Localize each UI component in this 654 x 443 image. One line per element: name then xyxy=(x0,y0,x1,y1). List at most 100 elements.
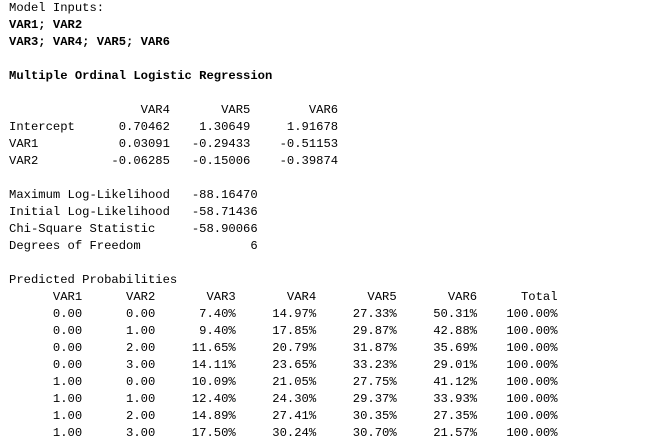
predicted-value: 100.00% xyxy=(477,392,558,406)
predicted-column-header: VAR6 xyxy=(396,290,478,304)
predicted-value: 14.11% xyxy=(155,358,236,372)
predicted-value: 29.37% xyxy=(316,392,397,406)
predicted-row: 0.00 1.00 9.40% 17.85% 29.87% 42.88% 100… xyxy=(9,323,558,340)
predicted-value: 3.00 xyxy=(82,358,156,372)
predicted-value: 33.23% xyxy=(316,358,397,372)
predicted-value: 0.00 xyxy=(82,307,156,321)
predicted-column-header: VAR3 xyxy=(155,290,236,304)
predicted-column-header: VAR4 xyxy=(235,290,317,304)
model-inputs-label: Model Inputs: xyxy=(9,1,105,15)
predicted-value: 9.40% xyxy=(155,324,236,338)
spacer xyxy=(9,170,558,187)
predicted-value: 0.00 xyxy=(9,307,83,321)
predicted-value: 100.00% xyxy=(477,341,558,355)
predicted-row: 1.00 3.00 17.50% 30.24% 30.70% 21.57% 10… xyxy=(9,425,558,442)
statistic-value: -88.16470 xyxy=(184,188,258,202)
statistic-value: -58.90066 xyxy=(184,222,258,236)
coef-value: -0.06285 xyxy=(96,154,170,168)
predicted-value: 100.00% xyxy=(477,358,558,372)
predicted-value: 1.00 xyxy=(9,375,83,389)
coef-row-label: Intercept xyxy=(9,120,97,134)
predicted-value: 14.89% xyxy=(155,409,236,423)
predicted-value: 0.00 xyxy=(9,358,83,372)
coef-value: 0.70462 xyxy=(96,120,170,134)
predicted-value: 27.33% xyxy=(316,307,397,321)
model-inputs-line-2: VAR3; VAR4; VAR5; VAR6 xyxy=(9,35,170,49)
predicted-value: 1.00 xyxy=(9,409,83,423)
spacer xyxy=(9,255,558,272)
header-spacer xyxy=(9,103,97,117)
statistic-value: -58.71436 xyxy=(184,205,258,219)
statistic-row: Degrees of Freedom 6 xyxy=(9,238,558,255)
predicted-value: 21.05% xyxy=(235,375,317,389)
statistic-row: Maximum Log-Likelihood -88.16470 xyxy=(9,187,558,204)
output-pane: Model Inputs: VAR1; VAR2 VAR3; VAR4; VAR5;… xyxy=(9,0,558,442)
predicted-row: 1.00 2.00 14.89% 27.41% 30.35% 27.35% 10… xyxy=(9,408,558,425)
coef-value: 0.03091 xyxy=(96,137,170,151)
predicted-value: 2.00 xyxy=(82,409,156,423)
predicted-value: 31.87% xyxy=(316,341,397,355)
predicted-value: 7.40% xyxy=(155,307,236,321)
coef-value: -0.51153 xyxy=(250,137,339,151)
predicted-value: 1.00 xyxy=(82,392,156,406)
coefficients-header: VAR4 VAR5 VAR6 xyxy=(9,102,558,119)
coefficients-rows: Intercept 0.70462 1.30649 1.91678 VAR1 0.… xyxy=(9,119,558,170)
predicted-row: 0.00 0.00 7.40% 14.97% 27.33% 50.31% 100… xyxy=(9,306,558,323)
predicted-value: 100.00% xyxy=(477,375,558,389)
model-inputs-line-1: VAR1; VAR2 xyxy=(9,18,83,32)
predicted-value: 14.97% xyxy=(235,307,317,321)
predicted-value: 24.30% xyxy=(235,392,317,406)
predicted-row: 0.00 3.00 14.11% 23.65% 33.23% 29.01% 10… xyxy=(9,357,558,374)
predicted-column-header: VAR2 xyxy=(82,290,156,304)
statistic-row: Initial Log-Likelihood -58.71436 xyxy=(9,204,558,221)
predicted-value: 11.65% xyxy=(155,341,236,355)
coef-value: 1.30649 xyxy=(169,120,251,134)
predicted-value: 100.00% xyxy=(477,324,558,338)
predicted-value: 1.00 xyxy=(9,392,83,406)
predicted-column-header: VAR5 xyxy=(316,290,397,304)
predicted-value: 29.01% xyxy=(396,358,478,372)
coef-value: -0.29433 xyxy=(169,137,251,151)
statistic-value: 6 xyxy=(184,239,258,253)
predicted-row: 1.00 1.00 12.40% 24.30% 29.37% 33.93% 10… xyxy=(9,391,558,408)
predicted-value: 17.50% xyxy=(155,426,236,440)
predicted-value: 23.65% xyxy=(235,358,317,372)
predicted-row: 0.00 2.00 11.65% 20.79% 31.87% 35.69% 10… xyxy=(9,340,558,357)
statistic-label: Maximum Log-Likelihood xyxy=(9,188,185,202)
method-title: Multiple Ordinal Logistic Regression xyxy=(9,69,273,83)
predicted-value: 35.69% xyxy=(396,341,478,355)
predicted-value: 3.00 xyxy=(82,426,156,440)
coef-value: -0.39874 xyxy=(250,154,339,168)
predicted-value: 20.79% xyxy=(235,341,317,355)
predicted-value: 10.09% xyxy=(155,375,236,389)
predicted-value: 29.87% xyxy=(316,324,397,338)
coef-row: Intercept 0.70462 1.30649 1.91678 xyxy=(9,119,558,136)
predicted-value: 42.88% xyxy=(396,324,478,338)
coef-row: VAR2 -0.06285 -0.15006 -0.39874 xyxy=(9,153,558,170)
spacer xyxy=(9,51,558,68)
coef-column-header: VAR4 xyxy=(96,103,170,117)
predicted-value: 100.00% xyxy=(477,307,558,321)
coef-column-header: VAR6 xyxy=(250,103,339,117)
predicted-value: 0.00 xyxy=(9,341,83,355)
predicted-title: Predicted Probabilities xyxy=(9,273,178,287)
coef-value: -0.15006 xyxy=(169,154,251,168)
statistic-label: Degrees of Freedom xyxy=(9,239,185,253)
predicted-value: 12.40% xyxy=(155,392,236,406)
predicted-value: 0.00 xyxy=(9,324,83,338)
coef-column-header: VAR5 xyxy=(169,103,251,117)
coef-value: 1.91678 xyxy=(250,120,339,134)
spacer xyxy=(9,85,558,102)
predicted-value: 17.85% xyxy=(235,324,317,338)
statistic-label: Initial Log-Likelihood xyxy=(9,205,185,219)
predicted-value: 2.00 xyxy=(82,341,156,355)
predicted-value: 21.57% xyxy=(396,426,478,440)
predicted-column-header: VAR1 xyxy=(9,290,83,304)
predicted-value: 30.70% xyxy=(316,426,397,440)
predicted-value: 27.75% xyxy=(316,375,397,389)
statistic-label: Chi-Square Statistic xyxy=(9,222,185,236)
predicted-value: 50.31% xyxy=(396,307,478,321)
predicted-rows: 0.00 0.00 7.40% 14.97% 27.33% 50.31% 100… xyxy=(9,306,558,442)
coef-row: VAR1 0.03091 -0.29433 -0.51153 xyxy=(9,136,558,153)
predicted-header: VAR1 VAR2 VAR3 VAR4 VAR5 VAR6 Total xyxy=(9,289,558,306)
